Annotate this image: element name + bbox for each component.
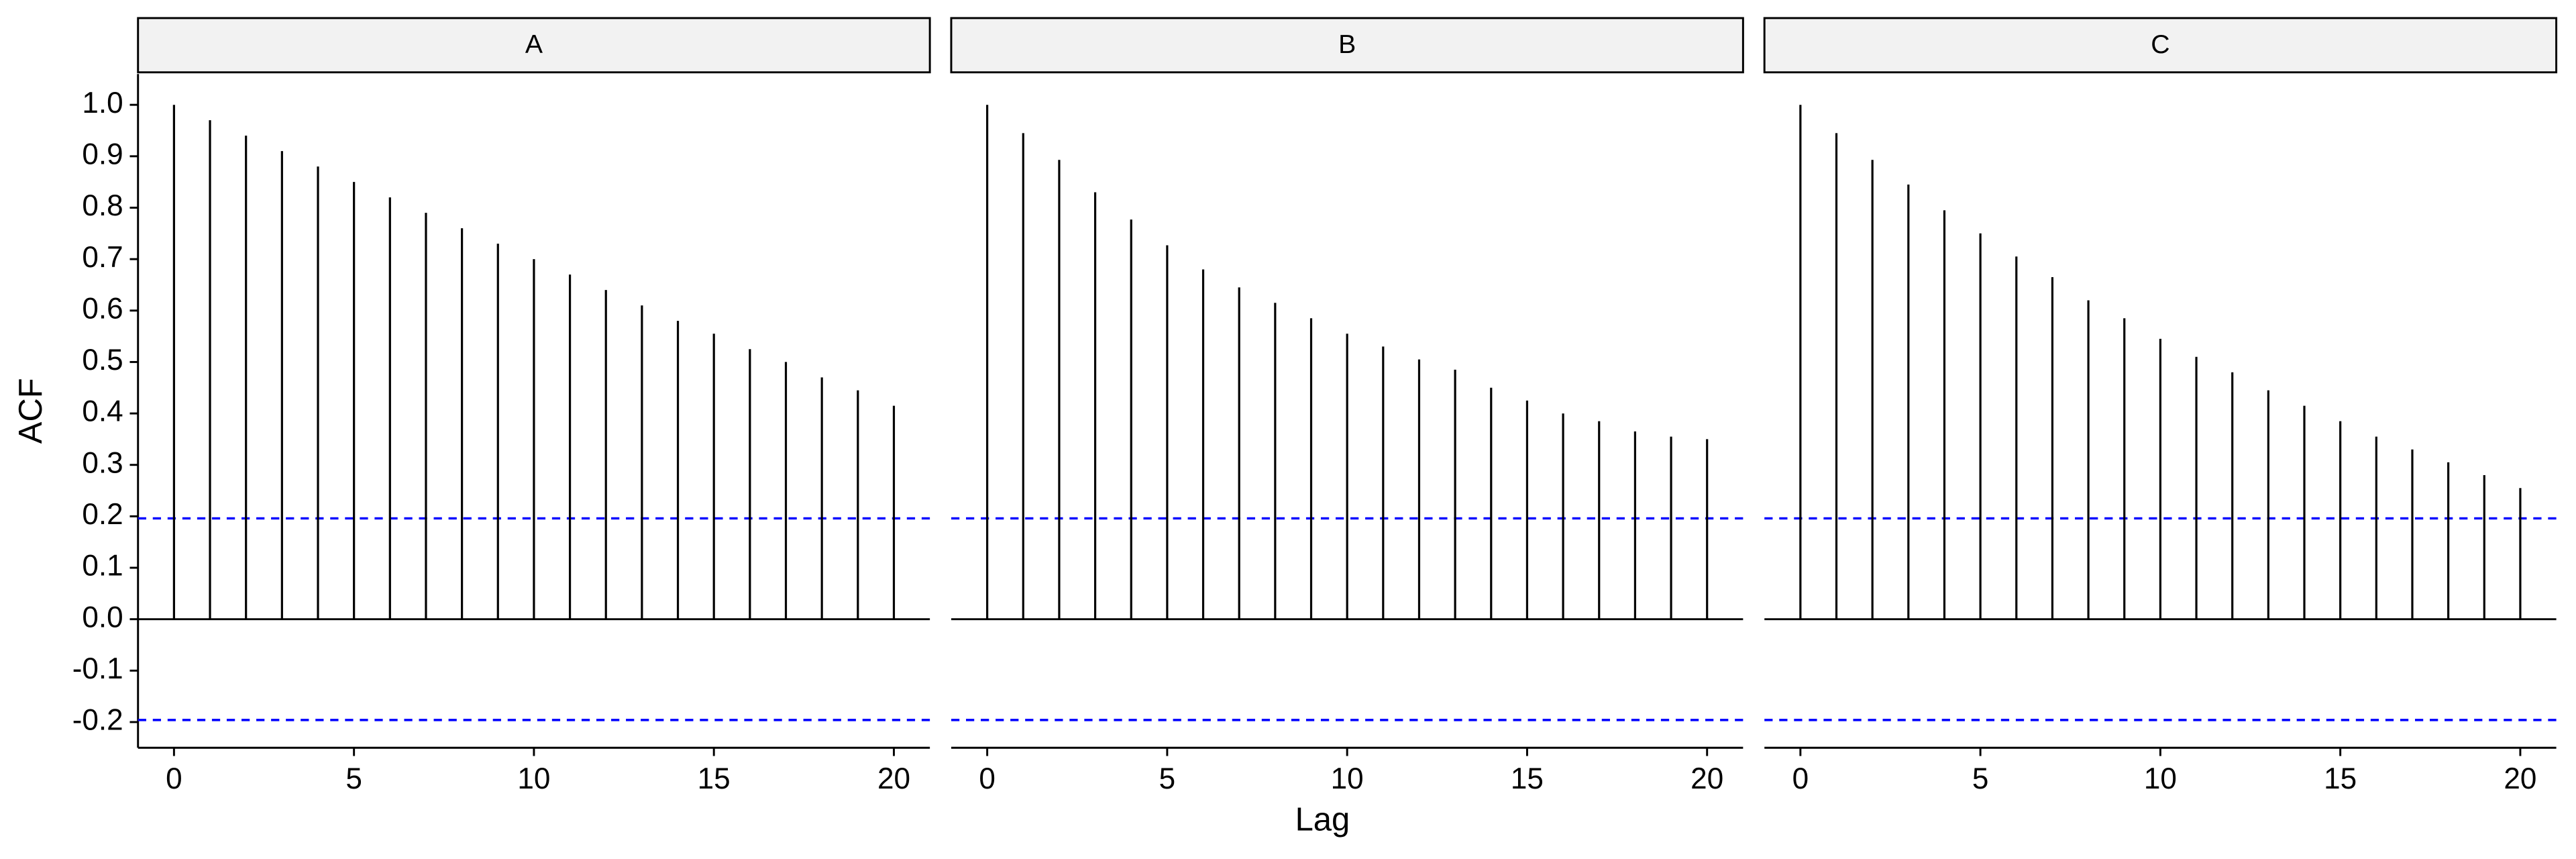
- x-tick-label: 5: [1159, 762, 1176, 795]
- x-tick-label: 0: [979, 762, 996, 795]
- strip-label: B: [1338, 30, 1356, 59]
- strip-label: A: [525, 30, 543, 59]
- y-tick-label: 0.5: [82, 344, 123, 376]
- x-tick-label: 10: [2144, 762, 2177, 795]
- x-tick-label: 20: [1690, 762, 1723, 795]
- y-tick-label: 0.7: [82, 241, 123, 274]
- strip: [950, 17, 1744, 74]
- y-tick-label: 0.1: [82, 550, 123, 583]
- y-tick-label: 0.4: [82, 395, 123, 428]
- y-tick-label: -0.2: [72, 704, 123, 737]
- x-tick-label: 20: [877, 762, 910, 795]
- y-axis-title: ACF: [13, 378, 49, 444]
- x-tick-label: 5: [1972, 762, 1989, 795]
- y-tick-label: 0.8: [82, 189, 123, 222]
- strip: [137, 17, 931, 74]
- y-tick-label: 1.0: [82, 87, 123, 119]
- y-tick-label: 0.6: [82, 292, 123, 325]
- y-tick-label: 0.9: [82, 138, 123, 170]
- x-tick-label: 20: [2504, 762, 2536, 795]
- y-tick-label: 0.3: [82, 446, 123, 479]
- strip: [1763, 17, 2558, 74]
- x-axis-title: Lag: [1295, 801, 1350, 838]
- x-tick-label: 15: [2324, 762, 2357, 795]
- y-tick-label: -0.1: [72, 652, 123, 685]
- x-tick-label: 0: [166, 762, 182, 795]
- y-tick-label: 0.0: [82, 601, 123, 634]
- y-tick-label: 0.2: [82, 498, 123, 531]
- x-tick-label: 15: [1511, 762, 1544, 795]
- x-tick-label: 5: [345, 762, 362, 795]
- x-tick-label: 0: [1792, 762, 1809, 795]
- x-tick-label: 15: [698, 762, 731, 795]
- x-tick-label: 10: [1331, 762, 1364, 795]
- strip-label: C: [2151, 30, 2169, 59]
- x-tick-label: 10: [517, 762, 550, 795]
